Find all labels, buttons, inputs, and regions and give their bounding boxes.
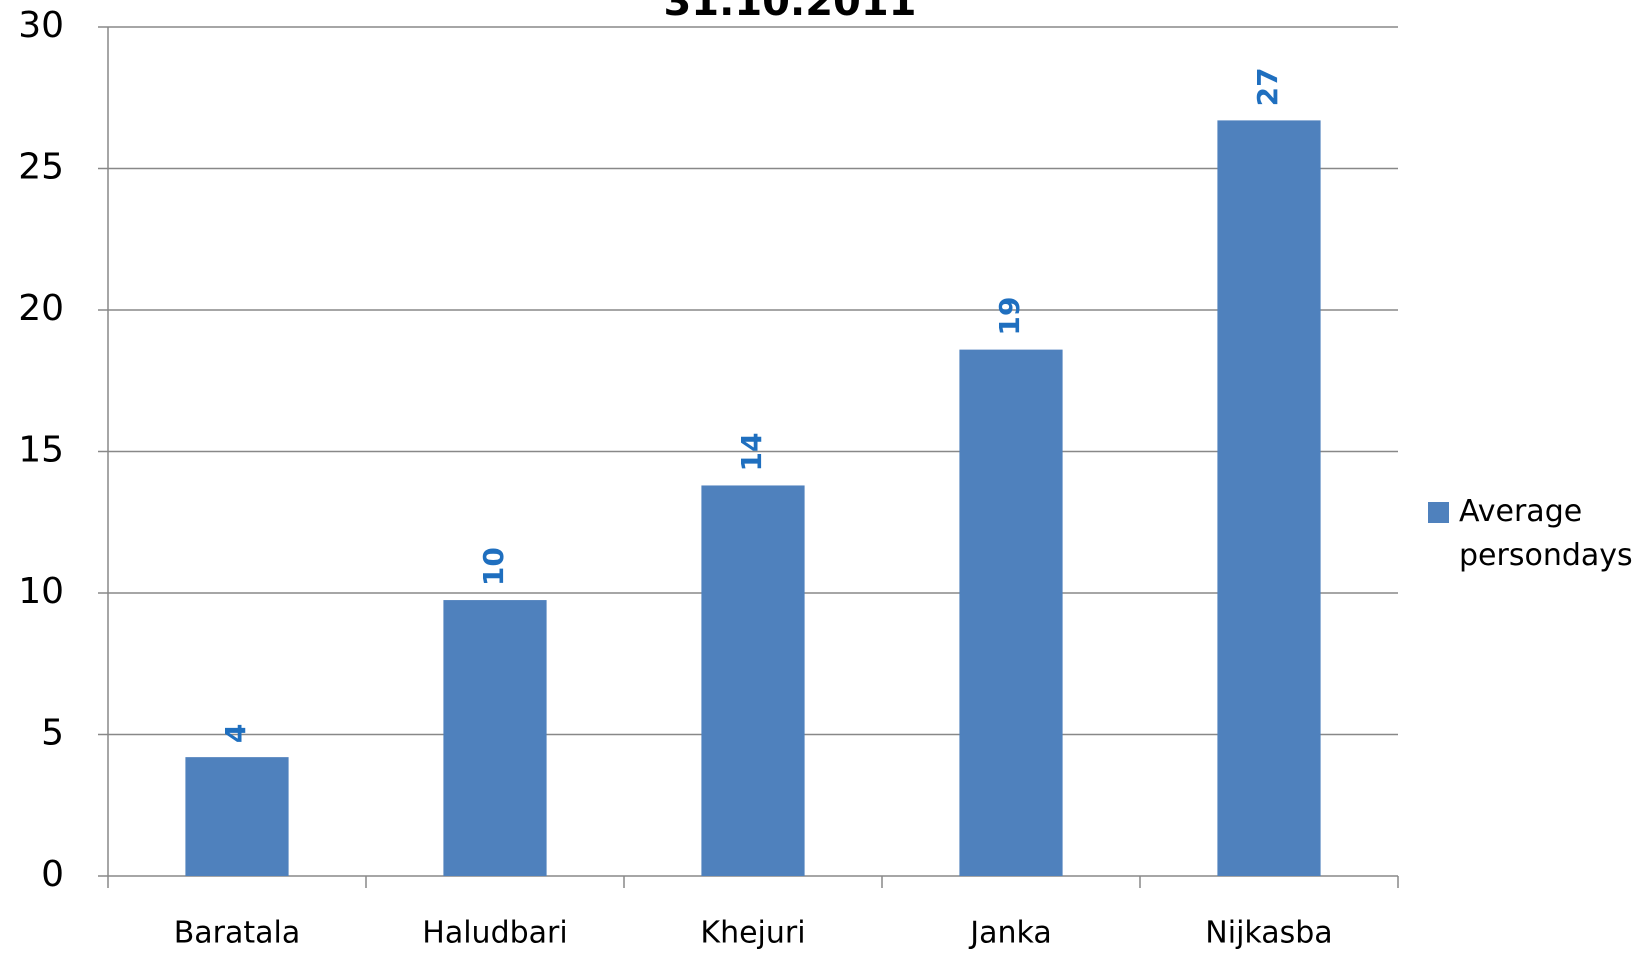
x-tick-label: Nijkasba <box>1205 916 1332 951</box>
y-tick-label: 30 <box>18 5 64 46</box>
y-tick-label: 5 <box>41 713 64 754</box>
chart-title: 31.10.2011 <box>663 0 916 25</box>
x-tick-label: Baratala <box>174 916 301 951</box>
data-label: 4 <box>219 724 252 743</box>
bar <box>1217 120 1321 876</box>
bar <box>443 600 547 876</box>
data-label: 14 <box>735 432 768 471</box>
y-tick-label: 0 <box>41 854 64 895</box>
legend-label: Average persondays <box>1459 494 1633 573</box>
legend-swatch <box>1428 502 1449 523</box>
x-tick-label: Khejuri <box>700 916 805 951</box>
y-tick-label: 10 <box>18 571 64 612</box>
legend: Average persondays <box>1428 490 1638 578</box>
data-label: 19 <box>993 297 1026 336</box>
data-label: 27 <box>1251 67 1284 106</box>
bar <box>701 485 805 876</box>
x-tick-label: Janka <box>968 916 1051 951</box>
y-tick-label: 20 <box>18 288 64 329</box>
bar <box>959 349 1063 876</box>
x-tick-label: Haludbari <box>422 916 567 951</box>
bar <box>185 757 289 876</box>
data-label: 10 <box>477 547 510 586</box>
y-tick-label: 25 <box>18 147 64 188</box>
y-tick-label: 15 <box>18 430 64 471</box>
